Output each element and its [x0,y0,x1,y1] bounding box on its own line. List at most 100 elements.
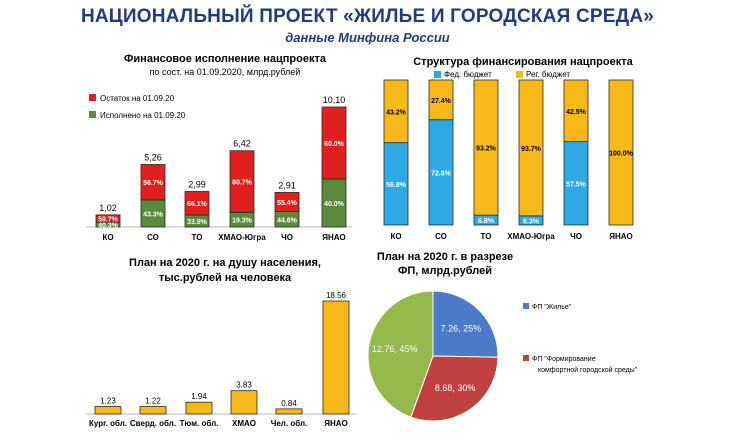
pie-slice-label-0: 7.26, 25% [441,324,482,334]
pie-slice-0 [432,290,499,358]
page-title: НАЦИОНАЛЬНЫЙ ПРОЕКТ «ЖИЛЬЕ И ГОРОДСКАЯ С… [80,6,655,27]
bar-total-label-2: 2,99 [188,179,206,189]
bar-regional-label-3: 93.7% [521,146,542,153]
x-tick-label-1: СО [147,233,159,242]
bar-total-label-4: 2,91 [278,180,296,190]
bar-value-label-0: 1.23 [100,397,116,406]
bar-executed-label-3: 19.3% [232,218,253,225]
bar-remaining-5 [321,106,347,180]
legend-swatch-remaining [89,94,96,101]
bar-remaining-label-3: 80.7% [232,180,253,187]
bar-value-label-1: 1.22 [145,397,161,406]
bar-4 [275,408,303,415]
x-tick-label-0: Кург. обл. [89,419,127,428]
bar-executed-label-4: 44.6% [277,217,298,224]
bar-5 [322,300,350,415]
bar-remaining-label-5: 60.0% [324,141,345,148]
x-tick-label-3: ХМАО-Югра [218,233,266,242]
x-tick-label-5: ЯНАО [609,232,632,241]
bar-value-label-4: 0.84 [281,399,297,408]
x-tick-label-5: ЯНАО [324,419,347,428]
bar-executed-label-5: 40.0% [324,201,345,208]
legend-label-regional: Рег. бюджет [526,70,570,79]
legend-label-urban-line2: комфортной городской среды" [538,366,638,374]
pie-slice-1 [410,355,499,422]
bar-remaining-label-1: 56.7% [143,180,164,187]
bar-value-label-5: 18.56 [326,291,347,300]
bar-remaining-0 [95,214,121,223]
pie-chart-title-line1: План на 2020 г. в разрезе [376,251,514,263]
bar-regional-label-0: 43.2% [386,109,407,116]
bar-remaining-4 [274,192,300,212]
legend-label-executed: Исполнено на 01.09.20 [100,111,186,120]
x-tick-label-0: КО [102,233,113,242]
bar-federal-label-4: 57.5% [566,181,587,188]
bar-executed-label-2: 33.9% [187,219,208,226]
structure-chart-title: Структура финансирования нацпроекта [413,56,633,68]
legend-label-urban-line1: ФП "Формирование [532,356,596,363]
legend-swatch-housing [523,303,529,309]
bar-regional-label-4: 42.5% [566,109,587,116]
bar-regional-label-2: 93.2% [476,146,497,153]
x-tick-label-4: ЧО [570,232,582,241]
bar-regional-label-1: 27.4% [431,98,452,105]
x-tick-label-4: ЧО [281,233,293,242]
legend-label-remaining: Остаток на 01.09.20 [100,94,175,103]
pie-slice-2 [367,290,434,418]
percapita-chart-title-line1: План на 2020 г. на душу населения, [129,257,321,269]
legend-swatch-executed [89,111,96,118]
legend-label-federal: Фед. бюджет [444,70,492,79]
bar-total-label-1: 5,26 [144,153,162,163]
bar-remaining-label-2: 66.1% [187,201,208,208]
legend-label-housing: ФП "Жилье" [532,304,572,311]
bar-executed-5 [321,178,347,228]
bar-regional-3 [518,79,544,217]
pie-slice-label-1: 8.68, 30% [435,383,476,393]
bar-executed-label-0: 40.3% [98,223,119,230]
bar-total-label-0: 1,02 [99,203,117,213]
bar-federal-label-2: 6.8% [478,218,495,225]
bar-value-label-3: 3.83 [236,381,252,390]
bar-federal-1 [428,119,454,226]
bar-regional-5 [608,79,634,226]
bar-regional-1 [428,79,454,121]
bar-executed-label-1: 43.3% [143,211,164,218]
x-tick-label-4: Чел. обл. [271,419,308,428]
bar-federal-label-0: 56.8% [386,182,407,189]
bar-1 [139,406,167,415]
bar-federal-4 [563,141,589,226]
bar-2 [185,401,213,415]
bar-remaining-1 [140,164,166,201]
bar-federal-label-1: 72.6% [431,170,452,177]
bar-3 [230,390,258,415]
bar-remaining-label-4: 55.4% [277,200,298,207]
bar-remaining-3 [229,150,255,213]
bar-remaining-2 [184,191,210,216]
x-tick-label-0: КО [390,232,401,241]
bar-regional-2 [473,79,499,216]
pie-chart-title-line2: ФП, млрд.рублей [398,265,492,277]
x-tick-label-2: ТО [192,233,203,242]
x-tick-label-2: Тюм. обл. [180,419,219,428]
legend-swatch-federal [434,71,441,78]
bar-total-label-3: 6,42 [233,139,251,149]
bar-0 [94,406,122,415]
bar-regional-0 [383,79,409,144]
bar-federal-label-3: 6.3% [523,218,540,225]
x-tick-label-5: ЯНАО [322,233,345,242]
finance-chart-subtitle: по сост. на 01.09.2020, млрд.рублей [149,67,301,77]
x-tick-label-1: Сверд. обл. [130,419,176,428]
x-tick-label-3: ХМАО-Югра [507,232,555,241]
bar-remaining-label-0: 59.7% [98,216,119,223]
x-tick-label-3: ХМАО [232,419,256,428]
finance-chart-title: Финансовое исполнение нацпроекта [124,53,326,65]
bar-total-label-5: 10,10 [323,95,346,105]
x-tick-label-1: СО [435,232,447,241]
bar-regional-label-5: 100.0% [609,151,634,158]
bar-federal-0 [383,142,409,226]
bar-value-label-2: 1.94 [191,392,207,401]
